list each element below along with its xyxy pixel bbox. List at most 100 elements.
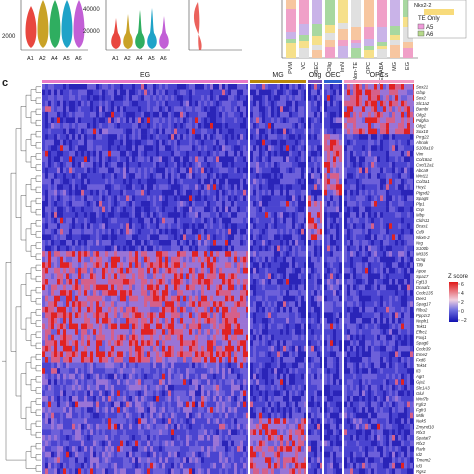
heatmap-cell — [102, 201, 105, 207]
heatmap-cell — [183, 84, 186, 90]
heatmap-cell — [177, 290, 180, 297]
heatmap-cell — [51, 368, 54, 375]
heatmap-cell — [57, 396, 60, 402]
heatmap-cell — [66, 440, 69, 447]
heatmap-cell — [69, 245, 72, 252]
heatmap-cell — [114, 351, 117, 358]
heatmap-cell — [120, 440, 123, 447]
heatmap-cell — [144, 150, 147, 157]
heatmap-cell — [105, 162, 108, 168]
heatmap-cell — [168, 162, 171, 168]
heatmap-cell — [159, 89, 162, 96]
heatmap-cell — [150, 84, 153, 90]
heatmap-cell — [123, 279, 126, 285]
heatmap-cell — [141, 323, 144, 330]
heatmap-cell — [159, 440, 162, 447]
heatmap-cell — [222, 379, 225, 386]
heatmap-cell — [69, 412, 72, 419]
heatmap-cell — [219, 284, 222, 291]
heatmap-cell — [60, 306, 63, 313]
heatmap-cell — [138, 156, 141, 163]
heatmap-cell — [177, 195, 180, 202]
heatmap-cell — [78, 318, 81, 324]
heatmap-cell — [219, 128, 222, 135]
heatmap-cell — [93, 256, 96, 263]
heatmap-cell — [237, 312, 240, 319]
heatmap-cell — [147, 167, 150, 174]
heatmap-cell — [75, 111, 78, 118]
heatmap-cell — [144, 368, 147, 375]
heatmap-cell — [150, 234, 153, 241]
heatmap-cell — [132, 117, 135, 124]
heatmap-cell — [141, 228, 144, 235]
heatmap-cell — [75, 95, 78, 102]
heatmap-cell — [57, 100, 60, 107]
heatmap-cell — [222, 351, 225, 358]
heatmap-cell — [57, 379, 60, 386]
heatmap-cell — [150, 206, 153, 213]
heatmap-cell — [60, 162, 63, 168]
heatmap-cell — [186, 396, 189, 402]
heatmap-cell — [210, 128, 213, 135]
heatmap-cell — [90, 100, 93, 107]
heatmap-cell — [165, 173, 168, 180]
heatmap-cell — [192, 234, 195, 241]
heatmap-cell — [132, 368, 135, 375]
heatmap-cell — [210, 145, 213, 152]
heatmap-cell — [93, 407, 96, 414]
heatmap-cell — [210, 189, 213, 196]
heatmap-cell — [78, 357, 81, 363]
heatmap-cell — [69, 251, 72, 258]
heatmap-cell — [135, 429, 138, 436]
heatmap-cell — [117, 178, 120, 185]
heatmap-cell — [93, 245, 96, 252]
heatmap-cell — [105, 301, 108, 308]
heatmap-cell — [87, 256, 90, 263]
heatmap-cell — [69, 84, 72, 90]
heatmap-cell — [54, 390, 57, 397]
heatmap-cell — [174, 201, 177, 207]
heatmap-cell — [198, 468, 201, 474]
heatmap-cell — [177, 106, 180, 113]
heatmap-cell — [117, 362, 120, 369]
heatmap-cell — [201, 150, 204, 157]
heatmap-cell — [105, 145, 108, 152]
heatmap-cell — [216, 228, 219, 235]
heatmap-cell — [63, 373, 66, 380]
heatmap-cell — [201, 418, 204, 425]
heatmap-cell — [189, 206, 192, 213]
heatmap-cell — [192, 256, 195, 263]
heatmap-cell — [75, 329, 78, 336]
heatmap-cell — [51, 95, 54, 102]
heatmap-cell — [138, 373, 141, 380]
heatmap-cell — [96, 329, 99, 336]
heatmap-cell — [231, 89, 234, 96]
heatmap-cell — [87, 423, 90, 430]
heatmap-cell — [81, 256, 84, 263]
heatmap-cell — [111, 384, 114, 391]
heatmap-cell — [126, 240, 129, 246]
heatmap-cell — [84, 145, 87, 152]
heatmap-cell — [51, 251, 54, 258]
heatmap-cell — [45, 345, 48, 352]
heatmap-cell — [66, 306, 69, 313]
heatmap-cell — [63, 128, 66, 135]
heatmap-cell — [48, 318, 51, 324]
bar-segment — [312, 50, 322, 58]
heatmap-cell — [192, 273, 195, 280]
violin-left-A2 — [37, 0, 49, 48]
heatmap-cell — [171, 290, 174, 297]
heatmap-cell — [177, 134, 180, 141]
heatmap-cell — [141, 162, 144, 168]
heatmap-cell — [180, 306, 183, 313]
heatmap-cell — [90, 234, 93, 241]
heatmap-cell — [42, 212, 45, 219]
heatmap-cell — [54, 167, 57, 174]
group-bar-opcs — [344, 80, 414, 83]
heatmap-cell — [150, 418, 153, 425]
heatmap-cell — [78, 134, 81, 141]
heatmap-cell — [99, 267, 102, 274]
heatmap-cell — [51, 379, 54, 386]
heatmap-cell — [81, 212, 84, 219]
heatmap-cell — [129, 173, 132, 180]
